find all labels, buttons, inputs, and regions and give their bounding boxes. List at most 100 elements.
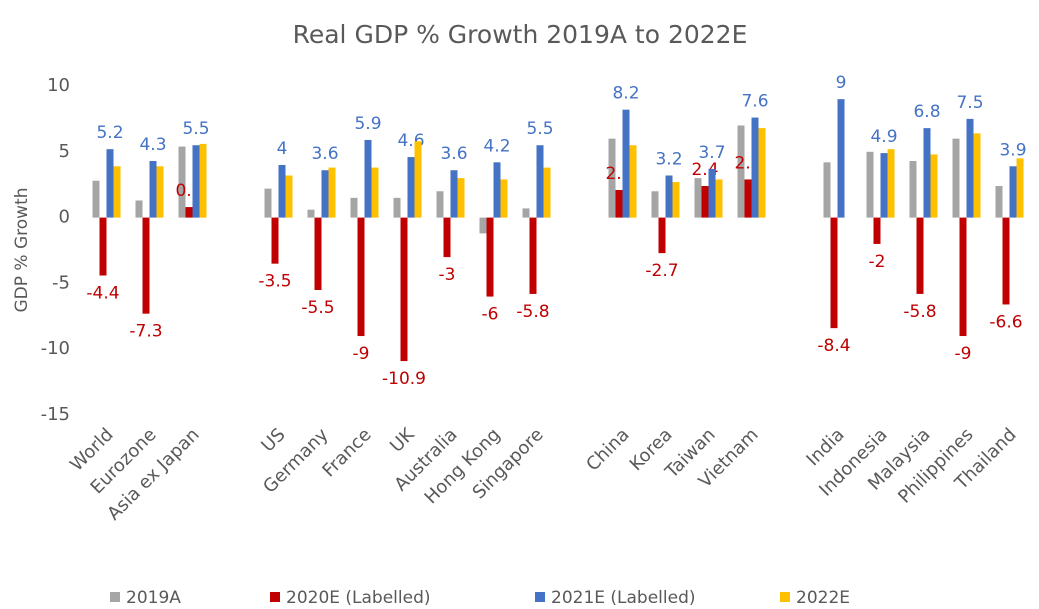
bar (436, 191, 444, 218)
legend-swatch (270, 592, 280, 602)
bar (264, 188, 272, 218)
data-label: -6.6 (989, 312, 1022, 332)
data-label: 9 (836, 73, 847, 93)
bar (450, 170, 458, 218)
bar (106, 149, 114, 218)
bar (701, 186, 709, 218)
data-label: -5.8 (903, 302, 936, 322)
bar (744, 179, 752, 218)
data-label: 3.6 (311, 144, 338, 164)
x-tick-label: France (318, 424, 375, 481)
bar (672, 182, 680, 218)
bar (457, 178, 465, 218)
bar (178, 146, 186, 218)
x-tick-label: China (582, 424, 633, 475)
bar (1002, 217, 1010, 305)
bar (500, 179, 508, 218)
data-label: 3.6 (440, 144, 467, 164)
data-label: 7.5 (956, 93, 983, 113)
bar (615, 189, 623, 218)
bar (973, 133, 981, 218)
bar (1016, 158, 1024, 218)
bar (880, 153, 888, 218)
bar (923, 128, 931, 218)
bar (887, 149, 895, 218)
bar (909, 161, 917, 218)
bar (142, 217, 150, 314)
bar (371, 167, 379, 218)
data-label: 3.2 (655, 149, 682, 169)
data-label: -8.4 (817, 336, 850, 356)
bar (314, 217, 322, 290)
bar (866, 151, 874, 218)
y-tick-label: 10 (47, 75, 70, 96)
bar (823, 162, 831, 218)
bar (364, 139, 372, 218)
data-label: 4.3 (139, 135, 166, 155)
bar (715, 179, 723, 218)
y-tick-label: -10 (41, 338, 70, 359)
bar (285, 175, 293, 218)
y-tick-label: -15 (41, 404, 70, 425)
legend-swatch (110, 592, 120, 602)
bar (916, 217, 924, 294)
legend-swatch (535, 592, 545, 602)
data-label: 5.5 (526, 119, 553, 139)
data-label: -2.7 (645, 261, 678, 281)
data-label: -5.5 (301, 298, 334, 318)
data-label: -5.8 (516, 302, 549, 322)
bar (443, 217, 451, 258)
data-label: -2 (869, 252, 886, 272)
bar (135, 200, 143, 218)
bar (278, 164, 286, 218)
y-tick-label: 5 (59, 141, 70, 162)
bar (99, 217, 107, 276)
bar (658, 217, 666, 254)
bar (995, 186, 1003, 218)
legend-label: 2020E (Labelled) (286, 588, 431, 608)
bar (199, 143, 207, 218)
bar (414, 141, 422, 218)
bar (271, 217, 279, 264)
bar (966, 118, 974, 218)
x-tick-label: US (257, 424, 289, 456)
bar (400, 217, 408, 362)
data-label: 3.7 (698, 143, 725, 163)
bar (307, 209, 315, 218)
data-label: -4.4 (86, 284, 119, 304)
y-axis-label: GDP % Growth (12, 187, 32, 312)
bar (407, 157, 415, 218)
bar (665, 175, 673, 218)
bar (486, 217, 494, 297)
bar (629, 145, 637, 218)
data-label: 7.6 (741, 92, 768, 112)
y-tick-label: 0 (59, 207, 70, 228)
bar (622, 109, 630, 218)
bar (959, 217, 967, 337)
x-tick-label: UK (386, 423, 419, 456)
data-label: -3 (439, 265, 456, 285)
bar (930, 154, 938, 218)
data-label: 4.2 (483, 136, 510, 156)
data-label: -10.9 (382, 369, 426, 389)
data-label: 4.9 (870, 127, 897, 147)
data-label: -9 (353, 344, 370, 364)
bar (393, 197, 401, 218)
bar (837, 99, 845, 218)
bar (694, 178, 702, 218)
bar (185, 207, 193, 218)
bar (113, 166, 121, 218)
bar (529, 217, 537, 294)
data-label: -6 (482, 305, 499, 325)
bar (328, 167, 336, 218)
data-label: -7.3 (129, 322, 162, 342)
bar (758, 128, 766, 218)
data-label: -9 (955, 344, 972, 364)
legend-label: 2021E (Labelled) (551, 588, 696, 608)
bar (608, 138, 616, 218)
bar (149, 161, 157, 218)
data-label: 5.9 (354, 114, 381, 134)
bar (873, 217, 881, 244)
bar (651, 191, 659, 218)
